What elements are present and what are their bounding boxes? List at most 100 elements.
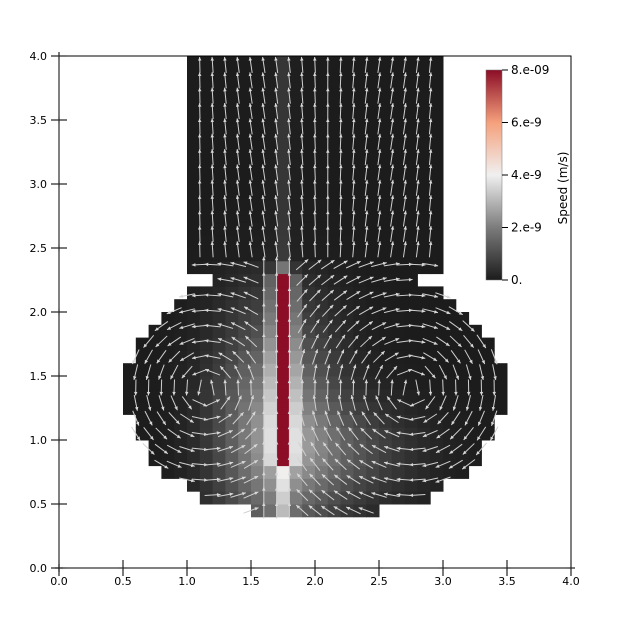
velocity-arrow [359,459,374,469]
speed-cell [289,388,303,403]
velocity-arrow [477,349,486,365]
velocity-arrow [262,348,266,365]
speed-cell [212,452,226,467]
speed-cell [315,132,329,147]
speed-cell [238,465,252,479]
velocity-arrow [223,179,227,196]
velocity-arrow [377,164,382,181]
velocity-arrow [321,304,334,317]
velocity-arrow [339,72,343,89]
speed-cell [212,312,226,326]
speed-cell [430,376,444,390]
velocity-arrow [300,364,305,381]
y-tick-label: 1.0 [30,434,48,447]
speed-cell [263,299,278,313]
velocity-arrow [324,410,331,426]
velocity-arrow [402,225,407,242]
speed-cell [263,286,278,300]
velocity-arrow [244,443,258,455]
velocity-arrow [309,304,321,318]
speed-cell [327,273,342,287]
velocity-arrow [204,262,221,267]
speed-cell [468,363,482,377]
velocity-arrow [377,210,382,227]
speed-cell [366,465,380,479]
speed-cell [404,388,418,403]
velocity-arrow [371,307,387,315]
speed-cell [212,465,226,479]
speed-cell [251,132,265,147]
speed-cell [161,350,175,364]
speed-cell [276,324,290,339]
speed-cell [276,56,290,70]
velocity-arrow [435,444,451,454]
speed-cell [327,414,342,428]
speed-cell [276,299,290,313]
speed-cell [276,478,290,492]
velocity-arrow [243,491,259,499]
speed-cell [187,107,201,121]
velocity-arrow [334,458,347,471]
velocity-arrow [287,394,292,411]
velocity-arrow [339,149,343,166]
velocity-arrow [197,72,202,89]
velocity-arrow [261,72,266,89]
speed-cell [212,376,226,390]
speed-cell [315,184,329,198]
velocity-arrow [300,56,304,74]
velocity-arrow [245,349,257,364]
speed-cell [302,478,316,492]
velocity-arrow [204,339,221,344]
velocity-arrow [449,427,462,440]
speed-cell [417,376,431,390]
velocity-arrow [415,210,420,227]
velocity-arrow [402,195,407,212]
speed-cell [379,414,393,428]
speed-cell [366,94,380,108]
velocity-arrow [371,321,387,331]
velocity-arrow [415,118,420,135]
velocity-arrow [172,379,176,396]
velocity-arrow [347,320,360,332]
velocity-arrow [320,259,335,270]
speed-cell [315,260,329,275]
y-tick-label: 0.5 [30,498,48,511]
speed-cell [289,312,303,326]
speed-cell [187,132,201,147]
velocity-arrow [197,133,202,150]
velocity-arrow [145,364,152,380]
velocity-arrow [390,210,395,227]
speed-cell [263,491,278,505]
speed-cell [340,248,354,262]
speed-cell [187,376,201,390]
speed-cell [148,440,162,454]
velocity-arrow [287,364,292,381]
speed-cell [340,478,354,492]
speed-cell [302,81,316,95]
x-tick-label: 0.0 [50,575,68,588]
velocity-arrow [428,195,433,212]
speed-cell [276,273,290,287]
velocity-arrow [274,410,279,427]
x-tick-label: 2.0 [306,575,324,588]
speed-cell [289,452,303,467]
velocity-arrow [235,195,240,212]
velocity-arrow [339,133,343,150]
speed-cell [340,504,354,518]
velocity-arrow [299,394,304,411]
speed-cell [379,107,393,121]
velocity-arrow [287,225,291,242]
velocity-arrow [296,473,308,487]
velocity-arrow [197,103,202,120]
velocity-arrow [197,118,202,135]
velocity-arrow [364,72,369,89]
velocity-arrow [371,292,387,299]
speed-cell [174,427,188,441]
speed-cell [225,132,239,147]
velocity-arrow [217,277,234,282]
velocity-arrow [170,395,178,411]
velocity-arrow [309,457,321,471]
velocity-arrow [349,410,358,426]
speed-cell [289,171,303,185]
velocity-arrow [210,133,215,150]
